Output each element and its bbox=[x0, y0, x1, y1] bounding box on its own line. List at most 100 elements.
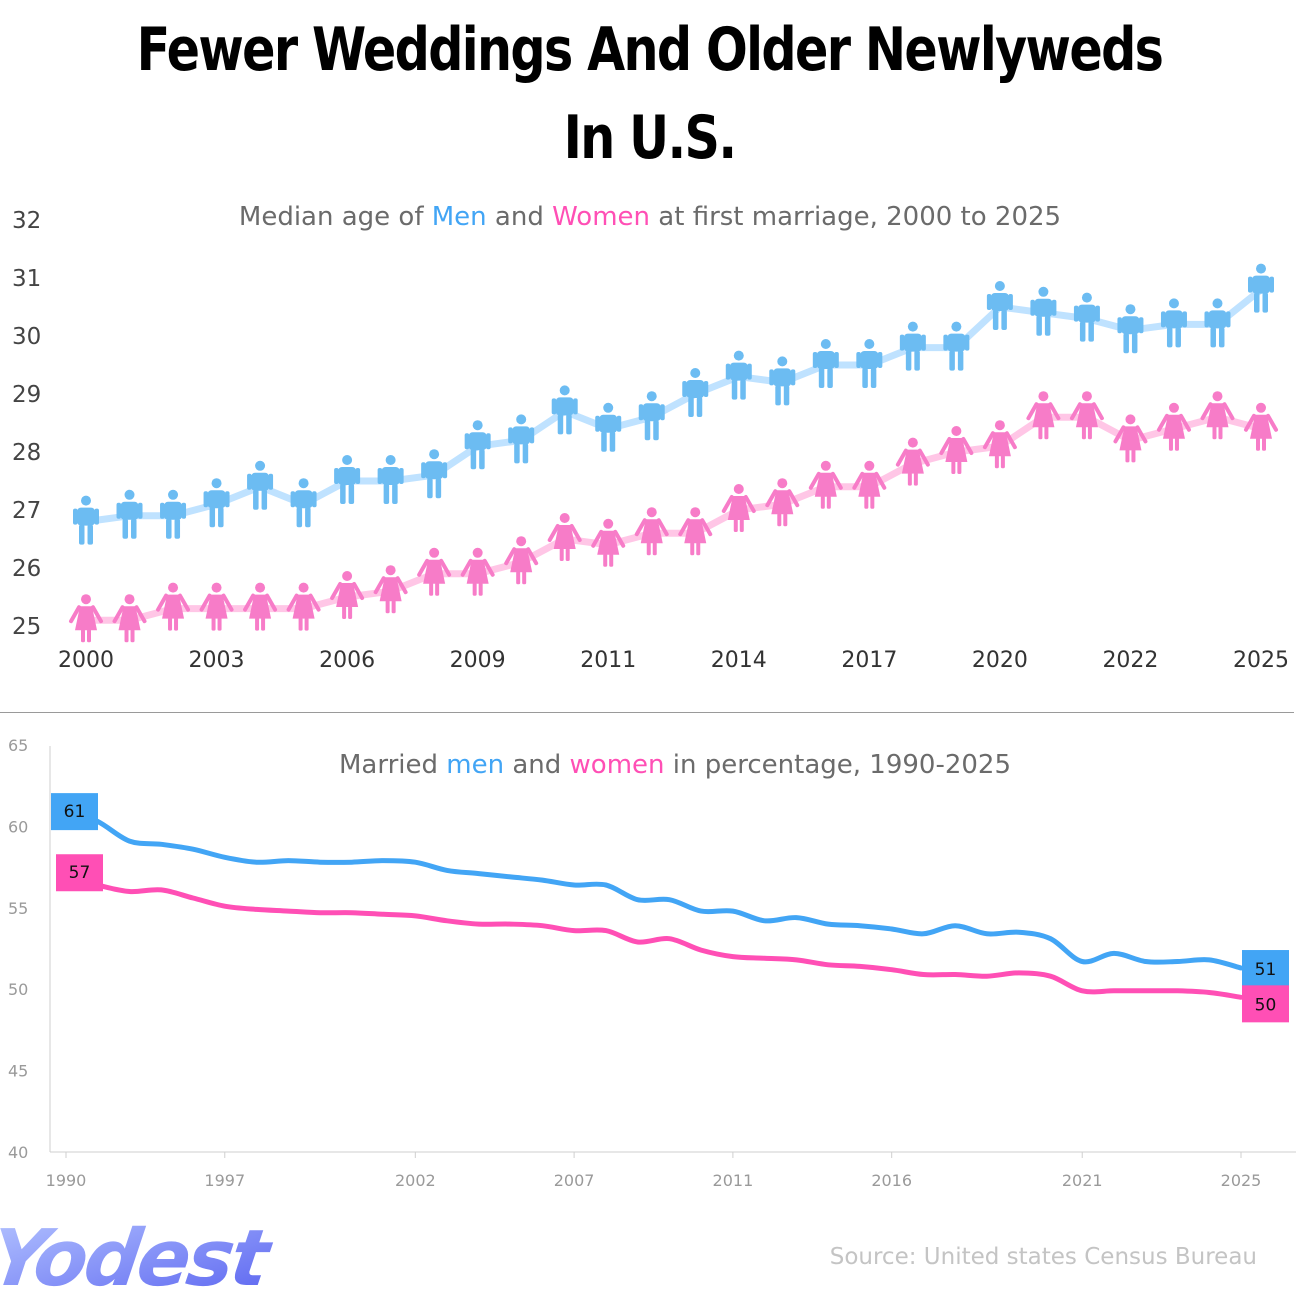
woman-icon bbox=[1200, 391, 1235, 440]
woman-dress bbox=[75, 606, 97, 631]
woman-arm-left bbox=[1113, 425, 1126, 444]
man-head bbox=[429, 449, 440, 460]
man-icon bbox=[682, 368, 709, 417]
woman-dress bbox=[292, 594, 315, 619]
man-arm-left bbox=[247, 473, 252, 490]
woman-leg-right bbox=[913, 472, 918, 486]
man-arm-right bbox=[442, 462, 448, 479]
man-icon bbox=[1248, 263, 1274, 313]
woman-leg-left bbox=[81, 629, 85, 643]
woman-icon bbox=[460, 547, 495, 596]
man-leg-left bbox=[1123, 333, 1129, 354]
man-icon bbox=[377, 455, 404, 504]
woman-dress bbox=[814, 472, 837, 497]
woman-head bbox=[864, 460, 875, 471]
woman-icon bbox=[1026, 391, 1061, 440]
man-head bbox=[951, 321, 962, 332]
woman-arm-left bbox=[1156, 413, 1169, 432]
woman-leg-right bbox=[870, 495, 875, 509]
man-arm-right bbox=[1138, 317, 1144, 334]
man-leg-left bbox=[818, 368, 825, 388]
woman-head bbox=[472, 547, 483, 558]
man-leg-right bbox=[566, 414, 572, 435]
source-note: Source: United states Census Bureau bbox=[830, 1244, 1257, 1270]
man-arm-left bbox=[290, 491, 296, 508]
woman-head bbox=[429, 547, 440, 558]
woman-icon bbox=[591, 518, 626, 567]
woman-leg-right bbox=[174, 617, 179, 631]
man-head bbox=[907, 321, 918, 332]
man-arm-right bbox=[181, 502, 187, 519]
woman-leg-right bbox=[565, 548, 570, 561]
man-arm-left bbox=[682, 381, 687, 397]
chart1-y-tick: 27 bbox=[12, 498, 41, 524]
man-leg-right bbox=[305, 507, 311, 528]
man-arm-left bbox=[73, 508, 78, 525]
woman-leg-left bbox=[1125, 449, 1130, 463]
man-head bbox=[559, 385, 570, 396]
man-head bbox=[124, 489, 135, 500]
man-leg-left bbox=[601, 431, 607, 452]
woman-leg-left bbox=[255, 617, 260, 631]
man-icon bbox=[1117, 304, 1144, 354]
woman-leg-left bbox=[1256, 437, 1260, 451]
woman-head bbox=[603, 518, 614, 529]
man-torso bbox=[1208, 310, 1227, 329]
woman-leg-left bbox=[646, 542, 651, 556]
start-value-label: 61 bbox=[64, 802, 86, 822]
married-women-line bbox=[63, 872, 1244, 1000]
man-leg-right bbox=[1131, 333, 1138, 354]
woman-arm-right bbox=[439, 558, 452, 577]
man-leg-right bbox=[1218, 327, 1225, 348]
woman-leg-left bbox=[1081, 426, 1086, 440]
woman-icon bbox=[939, 426, 974, 474]
woman-head bbox=[1256, 402, 1266, 413]
chart2-x-tick: 2002 bbox=[395, 1171, 436, 1190]
man-arm-left bbox=[551, 398, 557, 415]
woman-head bbox=[211, 582, 222, 593]
woman-arm-left bbox=[112, 605, 125, 624]
woman-dress bbox=[771, 490, 794, 515]
woman-leg-left bbox=[516, 571, 521, 585]
woman-arm-left bbox=[417, 558, 430, 577]
start-value-badge bbox=[51, 793, 98, 831]
man-leg-right bbox=[696, 397, 703, 417]
woman-head bbox=[690, 507, 701, 518]
woman-leg-left bbox=[298, 617, 303, 631]
woman-leg-left bbox=[951, 461, 956, 474]
man-leg-right bbox=[1088, 321, 1094, 342]
woman-arm-right bbox=[874, 471, 887, 490]
man-icon bbox=[508, 414, 535, 464]
chart1-y-tick: 30 bbox=[12, 324, 41, 350]
woman-icon bbox=[286, 582, 321, 631]
man-arm-left bbox=[160, 502, 165, 519]
woman-icon bbox=[765, 478, 800, 527]
chart2-y-tick: 55 bbox=[8, 899, 28, 918]
woman-head bbox=[994, 420, 1005, 431]
man-leg-right bbox=[174, 518, 181, 539]
woman-leg-right bbox=[1000, 455, 1005, 469]
woman-icon bbox=[199, 582, 234, 631]
man-arm-right bbox=[1095, 305, 1100, 322]
chart1-x-tick: 2003 bbox=[189, 648, 245, 673]
man-arm-left bbox=[986, 294, 992, 310]
married-men-line bbox=[63, 807, 1244, 971]
man-leg-left bbox=[427, 478, 433, 499]
man-leg-right bbox=[1262, 292, 1268, 313]
woman-icon bbox=[417, 547, 452, 596]
subtitle-part: and bbox=[504, 750, 569, 780]
woman-leg-right bbox=[609, 553, 614, 567]
man-leg-left bbox=[731, 379, 738, 400]
man-leg-left bbox=[949, 350, 955, 371]
man-head bbox=[1168, 298, 1179, 309]
subtitle-part: Men bbox=[432, 202, 487, 232]
man-arm-right bbox=[1225, 311, 1231, 328]
chart1-x-tick: 2014 bbox=[711, 648, 767, 673]
man-icon bbox=[986, 281, 1013, 330]
man-head bbox=[81, 495, 91, 506]
man-leg-right bbox=[957, 350, 964, 371]
man-torso bbox=[686, 380, 705, 398]
man-leg-right bbox=[1175, 327, 1181, 348]
man-arm-right bbox=[486, 433, 491, 450]
man-torso bbox=[1164, 310, 1183, 329]
